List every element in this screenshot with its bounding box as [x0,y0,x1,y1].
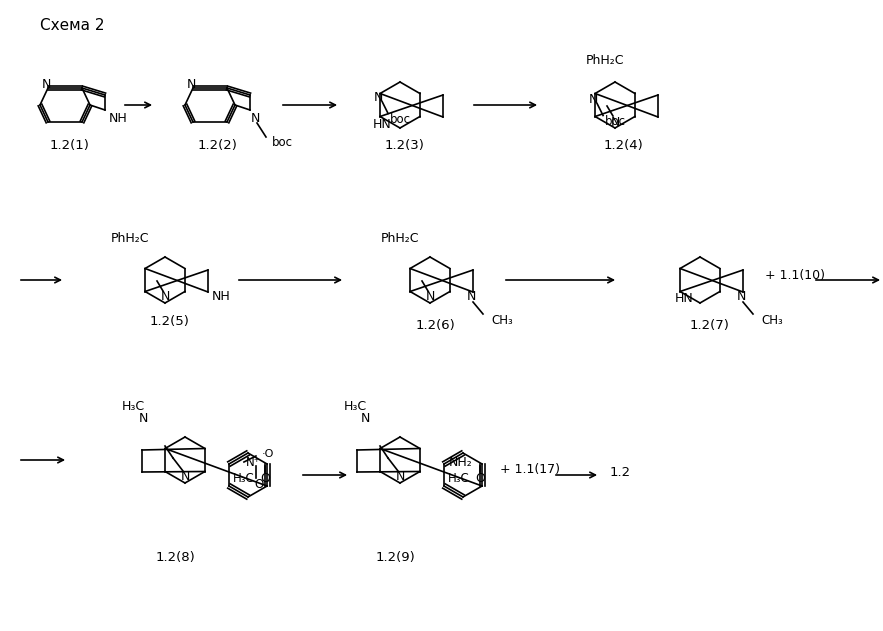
Text: N: N [588,93,598,106]
Text: N: N [426,290,434,304]
Text: NH: NH [109,112,128,124]
Text: 1.2(6): 1.2(6) [415,319,455,331]
Text: N: N [139,413,147,425]
Text: 1.2(9): 1.2(9) [375,551,415,565]
Text: H₃C: H₃C [233,473,255,485]
Text: ·O: ·O [262,449,275,459]
Text: PhH₂C: PhH₂C [585,54,624,66]
Text: H₃C: H₃C [449,473,470,485]
Text: Схема 2: Схема 2 [40,18,104,33]
Text: CH₃: CH₃ [761,314,782,326]
Text: N: N [360,413,370,425]
Text: PhH₂C: PhH₂C [381,232,419,245]
Text: 1.2(3): 1.2(3) [385,139,425,153]
Text: 1.2(5): 1.2(5) [150,314,190,327]
Text: N: N [250,112,260,124]
Text: 1.2(7): 1.2(7) [690,319,730,331]
Text: O⁻: O⁻ [254,478,269,490]
Text: 1.2(8): 1.2(8) [155,551,195,565]
Text: N: N [466,290,476,304]
Text: N: N [374,91,382,104]
Text: boc: boc [605,115,626,128]
Text: N: N [42,78,50,91]
Text: boc: boc [272,136,293,150]
Text: N: N [186,78,196,91]
Text: HN: HN [675,293,694,305]
Text: N⁺: N⁺ [246,456,260,468]
Text: NH: NH [212,290,230,302]
Text: 1.2: 1.2 [610,466,631,480]
Text: N: N [396,471,404,483]
Text: HN: HN [374,117,392,131]
Text: 1.2(1): 1.2(1) [50,138,90,151]
Text: N: N [736,290,745,304]
Text: H₃C: H₃C [122,401,145,413]
Text: O: O [475,473,485,485]
Text: + 1.1(17): + 1.1(17) [500,464,560,476]
Text: CH₃: CH₃ [491,314,513,326]
Text: N: N [610,115,620,129]
Text: 1.2(4): 1.2(4) [603,139,643,153]
Text: O: O [260,473,270,485]
Text: 1.2(2): 1.2(2) [198,138,238,151]
Text: boc: boc [390,113,411,126]
Text: PhH₂C: PhH₂C [110,232,149,245]
Text: N: N [180,471,190,483]
Text: N: N [161,290,170,304]
Text: + 1.1(10): + 1.1(10) [765,269,825,281]
Text: H₃C: H₃C [343,401,366,413]
Text: NH₂: NH₂ [449,456,472,468]
